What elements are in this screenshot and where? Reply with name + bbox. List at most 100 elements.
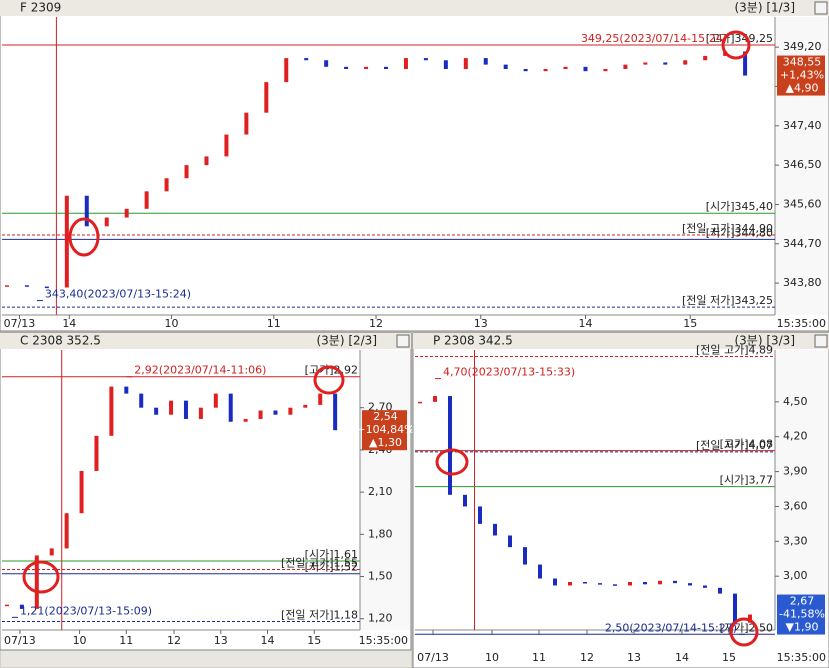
price-box-text: 348,55 (783, 56, 822, 69)
candle (448, 396, 452, 495)
highlight-circle (729, 617, 759, 647)
y-tick-label: 343,80 (783, 276, 822, 289)
candle (628, 581, 632, 586)
candle (663, 62, 668, 65)
candle (443, 60, 448, 69)
y-tick-label: 3,60 (783, 499, 808, 512)
x-tick-label: 13 (214, 634, 228, 647)
toolbar[interactable] (1, 650, 411, 667)
candle (503, 64, 508, 69)
candle (94, 435, 99, 472)
extreme-label: 1,21(2023/07/13-15:09) (20, 604, 152, 617)
y-tick-label: 346,50 (783, 158, 822, 171)
y-tick-label: 1,50 (368, 570, 393, 583)
candle (553, 578, 557, 586)
candle (264, 82, 269, 113)
x-tick-label: 14 (62, 317, 76, 330)
candle (34, 555, 39, 609)
candle (543, 68, 548, 72)
x-tick-label: 07/13 (4, 634, 36, 647)
y-tick-label: 4,20 (783, 430, 808, 443)
title-bar (0, 333, 411, 349)
x-tick-label: 14 (675, 651, 689, 664)
candle (598, 583, 602, 585)
extreme-label: 2,92(2023/07/14-11:06) (134, 364, 266, 377)
candle (19, 604, 24, 609)
highlight-circle (68, 217, 100, 257)
candle (643, 62, 648, 65)
candle (478, 506, 482, 524)
candle (304, 58, 309, 61)
ref-label: [전일 고가]1,55 (281, 555, 358, 569)
candle (583, 581, 587, 584)
candle (184, 165, 189, 179)
x-tick-label: 13 (627, 651, 641, 664)
y-tick-label: 349,20 (783, 40, 822, 53)
candle (364, 66, 369, 69)
panel-title: F 2309 (20, 1, 61, 15)
price-box-text: +104,84% (356, 423, 414, 436)
price-box-text: +1,43% (780, 69, 824, 82)
candle (169, 400, 174, 415)
ref-label: [전일 저가]343,25 (682, 293, 773, 307)
candle (493, 523, 497, 536)
highlight-circle (435, 448, 469, 476)
axis-panel (775, 350, 828, 630)
axis-panel (360, 350, 410, 630)
x-tick-label: 15 (683, 317, 697, 330)
ref-label: [전일 고가]344,90 (682, 221, 773, 235)
y-tick-label: 3,90 (783, 465, 808, 478)
candle (154, 407, 159, 415)
candle (284, 58, 289, 83)
candle (418, 401, 422, 404)
ref-label: [시가]345,40 (706, 200, 773, 213)
panel-period: (3분) [2/3] (316, 334, 377, 348)
ref-label: [고가]4,08 (720, 438, 773, 451)
ref-label: [전일 저가]1,18 (281, 608, 358, 622)
panel-title: C 2308 352.5 (20, 334, 101, 348)
candle (658, 580, 662, 585)
highlight-circle (22, 560, 60, 594)
close-button[interactable] (814, 334, 828, 348)
x-tick-label: 13 (474, 317, 488, 330)
title-bar (413, 333, 829, 349)
close-button[interactable] (396, 334, 410, 348)
panel-period: (3분) [3/3] (734, 334, 795, 348)
candle (288, 407, 293, 415)
candle (318, 393, 323, 405)
x-tick-label: 15 (307, 634, 321, 647)
candle (228, 393, 233, 422)
candle (79, 471, 84, 514)
price-box-text: 2,54 (373, 410, 398, 423)
candle (64, 195, 69, 288)
candle (258, 410, 263, 419)
ref-label: [전일 저가]4,07 (696, 438, 773, 452)
y-tick-label: 1,80 (368, 527, 393, 540)
candle (384, 66, 389, 69)
x-tick-label: 11 (532, 651, 546, 664)
extreme-label: 4,70(2023/07/13-15:33) (443, 366, 575, 379)
x-tick-label: 15 (722, 651, 736, 664)
candle (344, 66, 349, 69)
candle (124, 208, 129, 218)
candle (273, 410, 278, 415)
candle (403, 58, 408, 69)
panel-title: P 2308 342.5 (433, 334, 513, 348)
close-button[interactable] (814, 1, 828, 15)
price-box (777, 594, 825, 635)
y-tick-label: 344,70 (783, 237, 822, 250)
candle (673, 580, 677, 584)
candle (204, 156, 209, 166)
candle (324, 60, 329, 67)
x-tick-label: 10 (485, 651, 499, 664)
candle (49, 548, 54, 556)
candle (603, 68, 608, 72)
candle (224, 134, 229, 157)
candle (244, 112, 249, 135)
ref-label: [저가]344,80 (706, 226, 773, 239)
candle (508, 535, 512, 548)
highlights (22, 30, 759, 647)
y-tick-label: 2,10 (368, 485, 393, 498)
candle (703, 55, 708, 61)
